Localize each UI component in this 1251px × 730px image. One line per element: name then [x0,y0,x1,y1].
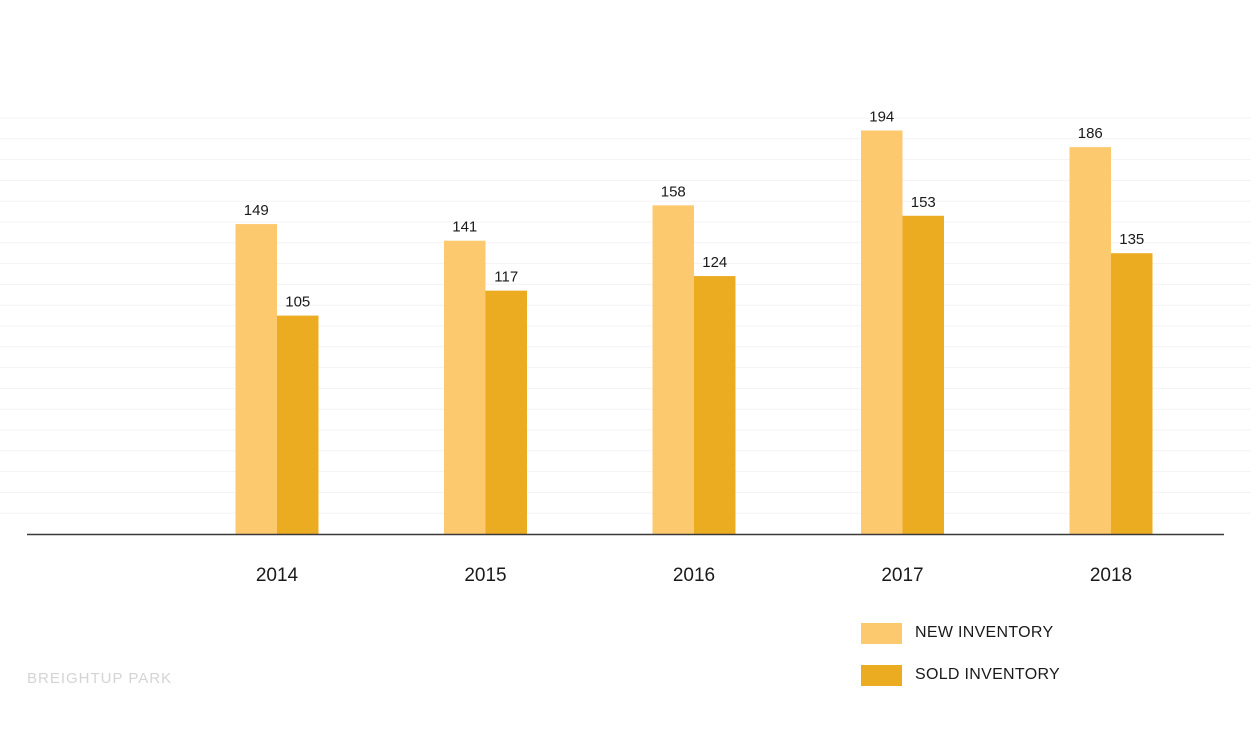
data-label-sold-inventory-2017: 153 [911,194,936,211]
x-tick-labels: 2014 2015 2016 2017 2018 [256,565,1132,586]
legend-item-sold-inventory: SOLD INVENTORY [861,664,1060,686]
data-label-new-inventory-2015: 141 [452,219,477,236]
value-labels: 149 105 141 117 158 124 194 153 186 135 [244,108,1145,310]
bar-new-inventory-2016 [652,205,694,535]
x-tick-label-2017: 2017 [881,565,923,586]
data-label-sold-inventory-2016: 124 [702,254,727,271]
legend-item-new-inventory: NEW INVENTORY [861,622,1060,644]
data-label-new-inventory-2016: 158 [661,183,686,200]
bars [235,130,1153,535]
x-tick-label-2018: 2018 [1090,565,1132,586]
data-label-sold-inventory-2014: 105 [285,294,310,311]
bar-new-inventory-2015 [444,240,486,534]
x-tick-label-2015: 2015 [464,565,506,586]
bar-new-inventory-2018 [1069,147,1111,534]
watermark-text: BREIGHTUP PARK [27,670,173,687]
bar-new-inventory-2017 [861,130,903,535]
bar-sold-inventory-2014 [277,315,319,534]
x-tick-label-2014: 2014 [256,565,299,586]
legend: NEW INVENTORY SOLD INVENTORY [861,622,1060,706]
data-label-sold-inventory-2015: 117 [494,269,518,286]
bar-sold-inventory-2015 [485,290,527,534]
bar-sold-inventory-2017 [902,215,944,534]
bar-sold-inventory-2018 [1111,253,1153,534]
legend-swatch-sold-inventory [861,664,902,686]
legend-label-sold-inventory: SOLD INVENTORY [915,666,1060,683]
legend-label-new-inventory: NEW INVENTORY [915,624,1054,641]
legend-swatch-new-inventory [861,622,902,644]
x-tick-label-2016: 2016 [673,565,715,586]
data-label-new-inventory-2014: 149 [244,202,269,219]
grid-lines [0,117,1251,514]
bar-new-inventory-2014 [235,224,277,534]
data-label-new-inventory-2018: 186 [1078,125,1103,142]
data-label-sold-inventory-2018: 135 [1119,231,1144,248]
data-label-new-inventory-2017: 194 [869,108,894,125]
bar-sold-inventory-2016 [694,276,736,534]
